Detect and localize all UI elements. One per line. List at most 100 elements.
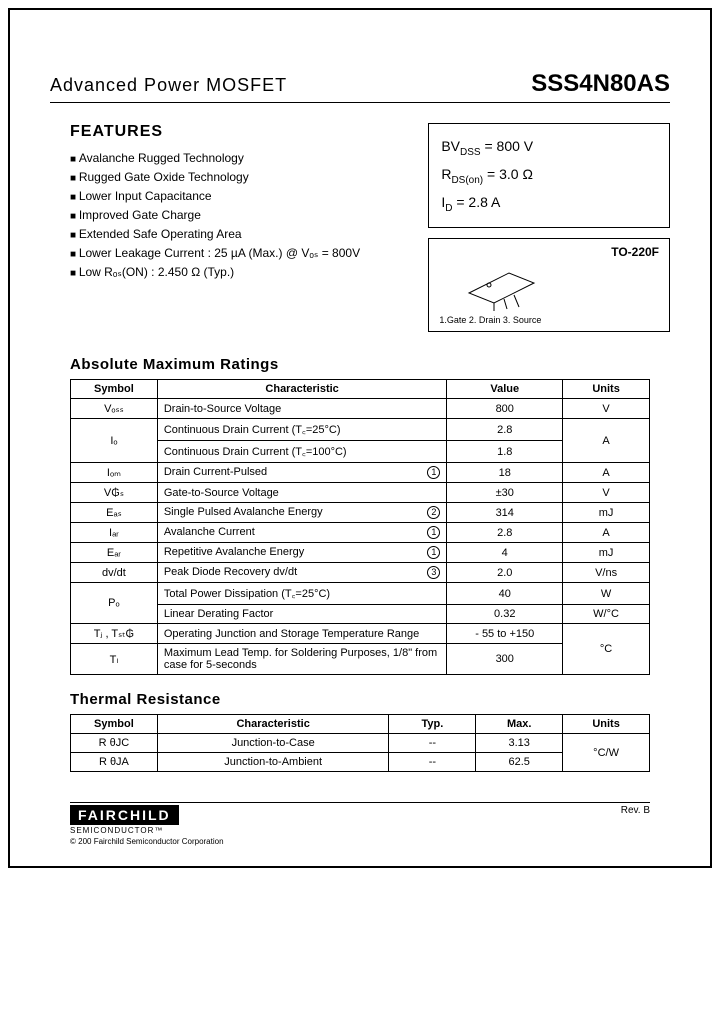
cell-symbol: Vₒₛₛ (71, 399, 158, 419)
cell-value: 2.0 (447, 563, 563, 583)
param-value: = 2.8 A (452, 194, 500, 210)
param-label: R (441, 166, 451, 182)
note-badge: 1 (427, 546, 440, 559)
cell-symbol: Pₒ (71, 583, 158, 624)
table-row: EₐₛSingle Pulsed Avalanche Energy2314mJ (71, 503, 650, 523)
cell-characteristic: Continuous Drain Current (T꜀=25°C) (157, 419, 447, 441)
cell-symbol: R θJC (71, 734, 158, 753)
cell-symbol: R θJA (71, 753, 158, 772)
revision-label: Rev. B (621, 805, 650, 816)
table-header-row: Symbol Characteristic Value Units (71, 380, 650, 399)
cell-value: 4 (447, 543, 563, 563)
note-badge: 1 (427, 526, 440, 539)
param-label: BV (441, 138, 460, 154)
features-column: FEATURES Avalanche Rugged Technology Rug… (70, 123, 408, 332)
table-row: dv/dtPeak Diode Recovery dv/dt32.0V/ns (71, 563, 650, 583)
feature-item: Rugged Gate Oxide Technology (70, 170, 408, 184)
col-units: Units (563, 715, 650, 734)
footer-left: FAIRCHILD SEMICONDUCTOR™ © 200 Fairchild… (70, 805, 224, 846)
table-row: V₲ₛGate-to-Source Voltage±30V (71, 483, 650, 503)
table-row: R θJCJunction-to-Case--3.13°C/W (71, 734, 650, 753)
cell-characteristic: Junction-to-Case (157, 734, 389, 753)
cell-symbol: Iₒₘ (71, 463, 158, 483)
thermal-heading: Thermal Resistance (70, 691, 670, 708)
package-pins: 1.Gate 2. Drain 3. Source (439, 315, 659, 325)
key-params-box: BVDSS = 800 V RDS(on) = 3.0 Ω ID = 2.8 A (428, 123, 670, 228)
col-characteristic: Characteristic (157, 380, 447, 399)
cell-value: 0.32 (447, 605, 563, 624)
param-rdson: RDS(on) = 3.0 Ω (441, 162, 657, 190)
note-badge: 3 (427, 566, 440, 579)
cell-typ: -- (389, 753, 476, 772)
cell-value: ±30 (447, 483, 563, 503)
cell-units: V (563, 399, 650, 419)
cell-symbol: Eₐᵣ (71, 543, 158, 563)
feature-item: Avalanche Rugged Technology (70, 151, 408, 165)
cell-units: A (563, 523, 650, 543)
note-badge: 1 (427, 466, 440, 479)
package-box: TO-220F 1.Gate 2. Drain 3. Source (428, 238, 670, 332)
col-value: Value (447, 380, 563, 399)
param-bvdss: BVDSS = 800 V (441, 134, 657, 162)
col-symbol: Symbol (71, 380, 158, 399)
cell-units: °C/W (563, 734, 650, 772)
cell-characteristic: Single Pulsed Avalanche Energy2 (157, 503, 447, 523)
cell-typ: -- (389, 734, 476, 753)
feature-item: Lower Input Capacitance (70, 189, 408, 203)
cell-max: 62.5 (476, 753, 563, 772)
param-value: = 3.0 Ω (483, 166, 533, 182)
package-diagram-icon (439, 263, 659, 313)
note-badge: 2 (427, 506, 440, 519)
feature-item: Extended Safe Operating Area (70, 227, 408, 241)
cell-characteristic: Gate-to-Source Voltage (157, 483, 447, 503)
feature-item: Improved Gate Charge (70, 208, 408, 222)
table-row: PₒTotal Power Dissipation (T꜀=25°C)40W (71, 583, 650, 605)
package-name: TO-220F (439, 245, 659, 259)
cell-symbol: dv/dt (71, 563, 158, 583)
cell-units: A (563, 419, 650, 463)
page-content: Advanced Power MOSFET SSS4N80AS FEATURES… (10, 10, 710, 866)
cell-value: 1.8 (447, 441, 563, 463)
cell-max: 3.13 (476, 734, 563, 753)
cell-characteristic: Avalanche Current1 (157, 523, 447, 543)
page-border: Advanced Power MOSFET SSS4N80AS FEATURES… (8, 8, 712, 868)
cell-value: 2.8 (447, 419, 563, 441)
cell-symbol: Tₗ (71, 644, 158, 675)
fairchild-logo: FAIRCHILD (70, 805, 179, 825)
param-id: ID = 2.8 A (441, 190, 657, 218)
table-row: Linear Derating Factor0.32W/°C (71, 605, 650, 624)
abs-max-heading: Absolute Maximum Ratings (70, 356, 670, 373)
cell-units: mJ (563, 503, 650, 523)
col-typ: Typ. (389, 715, 476, 734)
params-column: BVDSS = 800 V RDS(on) = 3.0 Ω ID = 2.8 A… (428, 123, 670, 332)
feature-item: Lower Leakage Current : 25 µA (Max.) @ V… (70, 246, 408, 260)
cell-characteristic: Continuous Drain Current (T꜀=100°C) (157, 441, 447, 463)
cell-units: V (563, 483, 650, 503)
cell-characteristic: Maximum Lead Temp. for Soldering Purpose… (157, 644, 447, 675)
cell-characteristic: Total Power Dissipation (T꜀=25°C) (157, 583, 447, 605)
cell-characteristic: Drain Current-Pulsed1 (157, 463, 447, 483)
cell-value: 300 (447, 644, 563, 675)
cell-units: mJ (563, 543, 650, 563)
cell-value: 2.8 (447, 523, 563, 543)
param-sub: DS(on) (451, 175, 483, 186)
cell-value: - 55 to +150 (447, 624, 563, 644)
cell-symbol: V₲ₛ (71, 483, 158, 503)
cell-symbol: Eₐₛ (71, 503, 158, 523)
copyright-text: © 200 Fairchild Semiconductor Corporatio… (70, 837, 224, 846)
cell-value: 40 (447, 583, 563, 605)
table-row: EₐᵣRepetitive Avalanche Energy14mJ (71, 543, 650, 563)
logo-subtitle: SEMICONDUCTOR™ (70, 826, 224, 835)
param-sub: DSS (460, 147, 481, 158)
col-max: Max. (476, 715, 563, 734)
cell-symbol: Iₐᵣ (71, 523, 158, 543)
col-characteristic: Characteristic (157, 715, 389, 734)
cell-characteristic: Peak Diode Recovery dv/dt3 (157, 563, 447, 583)
table-row: IₐᵣAvalanche Current12.8A (71, 523, 650, 543)
table-row: IₒₘDrain Current-Pulsed118A (71, 463, 650, 483)
cell-units: V/ns (563, 563, 650, 583)
cell-value: 18 (447, 463, 563, 483)
header: Advanced Power MOSFET SSS4N80AS (50, 70, 670, 103)
table-row: Tⱼ , Tₛₜ₲Operating Junction and Storage … (71, 624, 650, 644)
cell-characteristic: Linear Derating Factor (157, 605, 447, 624)
